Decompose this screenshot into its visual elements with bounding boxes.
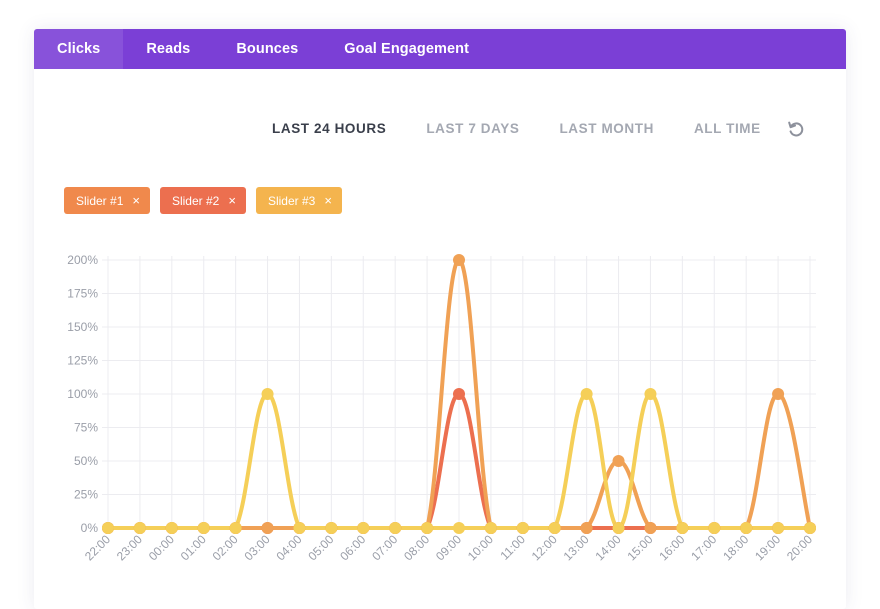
x-tick-label: 09:00 <box>433 532 464 563</box>
refresh-icon <box>788 121 804 137</box>
close-icon[interactable]: × <box>324 193 332 208</box>
filter-chip[interactable]: Slider #1 × <box>64 187 150 214</box>
x-tick-label: 20:00 <box>784 532 815 563</box>
data-point <box>102 522 114 534</box>
data-point <box>453 388 465 400</box>
data-point <box>453 254 465 266</box>
x-tick-label: 17:00 <box>688 532 719 563</box>
period-last-month[interactable]: LAST MONTH <box>559 120 654 136</box>
period-last-7-days[interactable]: LAST 7 DAYS <box>426 120 520 136</box>
x-tick-label: 00:00 <box>146 532 177 563</box>
data-point <box>772 522 785 534</box>
data-point <box>580 522 593 534</box>
y-tick-label: 50% <box>74 454 98 468</box>
data-point <box>133 522 146 534</box>
data-point <box>293 522 306 534</box>
data-point <box>516 522 529 534</box>
x-tick-label: 19:00 <box>752 532 783 563</box>
x-tick-label: 10:00 <box>465 532 496 563</box>
close-icon[interactable]: × <box>132 193 140 208</box>
data-point <box>772 388 785 400</box>
x-tick-label: 06:00 <box>337 532 368 563</box>
period-selector: LAST 24 HOURS LAST 7 DAYS LAST MONTH ALL TI… <box>272 119 801 137</box>
filter-chips: Slider #1 × Slider #2 × Slider #3 × <box>64 187 352 214</box>
x-tick-label: 11:00 <box>497 532 528 563</box>
data-point <box>165 522 178 534</box>
data-point <box>740 522 753 534</box>
data-point <box>453 522 465 534</box>
data-point <box>261 522 274 534</box>
data-point <box>644 522 657 534</box>
x-tick-label: 12:00 <box>529 532 560 563</box>
x-tick-label: 18:00 <box>720 532 751 563</box>
x-tick-label: 22:00 <box>82 532 113 563</box>
y-tick-label: 0% <box>81 521 99 535</box>
data-point <box>229 522 242 534</box>
y-tick-label: 200% <box>67 253 98 267</box>
filter-chip-label: Slider #1 <box>76 193 124 208</box>
x-tick-label: 07:00 <box>369 532 400 563</box>
data-point <box>261 388 274 400</box>
data-point <box>389 522 402 534</box>
data-point <box>644 388 657 400</box>
filter-chip[interactable]: Slider #3 × <box>255 187 342 214</box>
x-tick-label: 16:00 <box>656 532 687 563</box>
data-point <box>708 522 721 534</box>
y-tick-label: 100% <box>67 387 98 401</box>
x-tick-label: 15:00 <box>624 532 655 563</box>
x-tick-label: 02:00 <box>210 532 241 563</box>
close-icon[interactable]: × <box>228 193 236 208</box>
y-tick-label: 175% <box>67 287 98 301</box>
filter-chip-label: Slider #2 <box>171 193 220 208</box>
data-point <box>612 455 625 467</box>
y-tick-label: 25% <box>74 488 98 502</box>
tab-clicks[interactable]: Clicks <box>34 29 124 69</box>
x-tick-label: 14:00 <box>593 532 624 563</box>
x-tick-label: 08:00 <box>401 532 432 563</box>
tab-bounces[interactable]: Bounces <box>236 41 299 57</box>
data-point <box>580 388 593 400</box>
x-tick-label: 03:00 <box>242 532 273 563</box>
x-tick-label: 01:00 <box>178 532 209 563</box>
data-point <box>325 522 338 534</box>
data-point <box>612 522 625 534</box>
x-tick-label: 04:00 <box>273 532 304 563</box>
x-tick-label: 05:00 <box>305 532 336 563</box>
data-point <box>421 522 434 534</box>
data-point <box>548 522 561 534</box>
data-point <box>676 522 689 534</box>
refresh-button[interactable] <box>786 119 806 139</box>
filter-chip[interactable]: Slider #2 × <box>159 187 246 214</box>
data-point <box>357 522 370 534</box>
metric-tabs: Clicks Reads Bounces Goal Engagement <box>34 29 846 69</box>
x-tick-label: 13:00 <box>561 532 592 563</box>
filter-chip-label: Slider #3 <box>267 193 316 208</box>
period-last-24-hours[interactable]: LAST 24 HOURS <box>272 120 387 136</box>
data-point <box>804 522 816 534</box>
analytics-card: Clicks Reads Bounces Goal Engagement LAST 2… <box>34 29 846 609</box>
x-tick-label: 23:00 <box>114 532 145 563</box>
data-point <box>484 522 497 534</box>
y-tick-label: 150% <box>67 320 98 334</box>
tab-reads[interactable]: Reads <box>146 41 191 57</box>
y-tick-label: 125% <box>67 354 98 368</box>
period-all-time[interactable]: ALL TIME <box>693 120 761 136</box>
y-tick-label: 75% <box>74 421 98 435</box>
tab-goal-engagement[interactable]: Goal Engagement <box>344 41 470 57</box>
data-point <box>197 522 210 534</box>
